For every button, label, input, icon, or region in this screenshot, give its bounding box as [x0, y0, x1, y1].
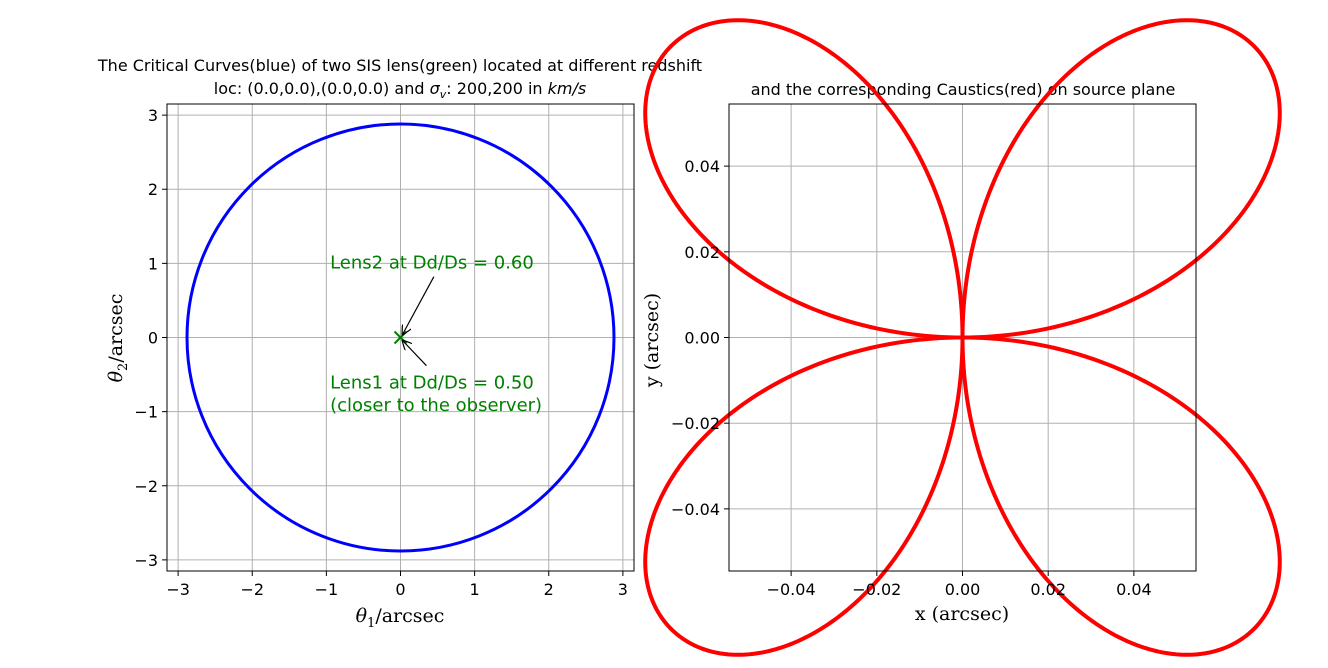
left-y-tick-label: −3 [134, 551, 158, 570]
left-title-line1: The Critical Curves(blue) of two SIS len… [97, 56, 702, 75]
right-y-tick-label: 0.02 [684, 243, 720, 262]
left-y-tick-label: 3 [148, 106, 158, 125]
lens-annotation-label: (closer to the observer) [330, 395, 542, 416]
left-y-tick-label: 2 [148, 180, 158, 199]
right-y-tick-label: 0.04 [684, 157, 720, 176]
left-title-line2: loc: (0.0,0.0),(0.0,0.0) and σv: 200,200… [214, 79, 586, 101]
right-y-axis-label: y (arcsec) [641, 293, 663, 388]
critical-curve [185, 122, 616, 553]
lens-annotation-label: Lens2 at Dd/Ds = 0.60 [330, 253, 534, 274]
right-title: and the corresponding Caustics(red) on s… [751, 80, 1176, 99]
left-y-tick-label: 0 [148, 329, 158, 348]
left-x-tick-label: −1 [315, 580, 339, 599]
right-x-tick-label: 0.00 [945, 580, 981, 599]
right-gridlines [729, 104, 1196, 571]
left-y-tick-label: −1 [134, 403, 158, 422]
left-x-tick-label: −3 [166, 580, 190, 599]
left-data-layer: Lens2 at Dd/Ds = 0.60 Lens1 at Dd/Ds = 0.… [185, 122, 616, 553]
left-x-axis-label: θ1/arcsec [356, 605, 445, 631]
left-x-tick-label: 3 [618, 580, 628, 599]
left-x-tick-label: 0 [395, 580, 405, 599]
annotation-arrow [403, 276, 435, 335]
lens-annotation-label: Lens1 at Dd/Ds = 0.50 [330, 373, 534, 394]
right-x-tick-label: −0.04 [767, 580, 816, 599]
right-x-axis-label: x (arcsec) [915, 603, 1009, 625]
left-ticks: −3 −2 −1 0 1 2 3 −3 −2 −1 0 1 2 3 [134, 106, 628, 599]
critical-curves-plot: The Critical Curves(blue) of two SIS len… [97, 56, 702, 631]
right-y-tick-label: −0.04 [671, 500, 720, 519]
right-ticks: −0.04 −0.02 0.00 0.02 0.04 −0.04 −0.02 0.00 0.02… [671, 157, 1152, 599]
right-x-tick-label: 0.04 [1116, 580, 1152, 599]
caustic-curve [643, 18, 1282, 657]
left-y-tick-label: 1 [148, 254, 158, 273]
right-x-tick-label: −0.02 [852, 580, 901, 599]
left-x-tick-label: 1 [470, 580, 480, 599]
right-y-tick-label: −0.02 [671, 414, 720, 433]
annotation-arrow [403, 341, 427, 367]
left-x-tick-label: −2 [240, 580, 264, 599]
right-y-tick-label: 0.00 [684, 329, 720, 348]
left-y-axis-label: θ2/arcsec [105, 294, 131, 383]
right-data-layer [643, 18, 1282, 657]
left-y-tick-label: −2 [134, 477, 158, 496]
right-x-tick-label: 0.02 [1030, 580, 1066, 599]
caustics-plot: and the corresponding Caustics(red) on s… [641, 18, 1282, 657]
left-x-tick-label: 2 [544, 580, 554, 599]
